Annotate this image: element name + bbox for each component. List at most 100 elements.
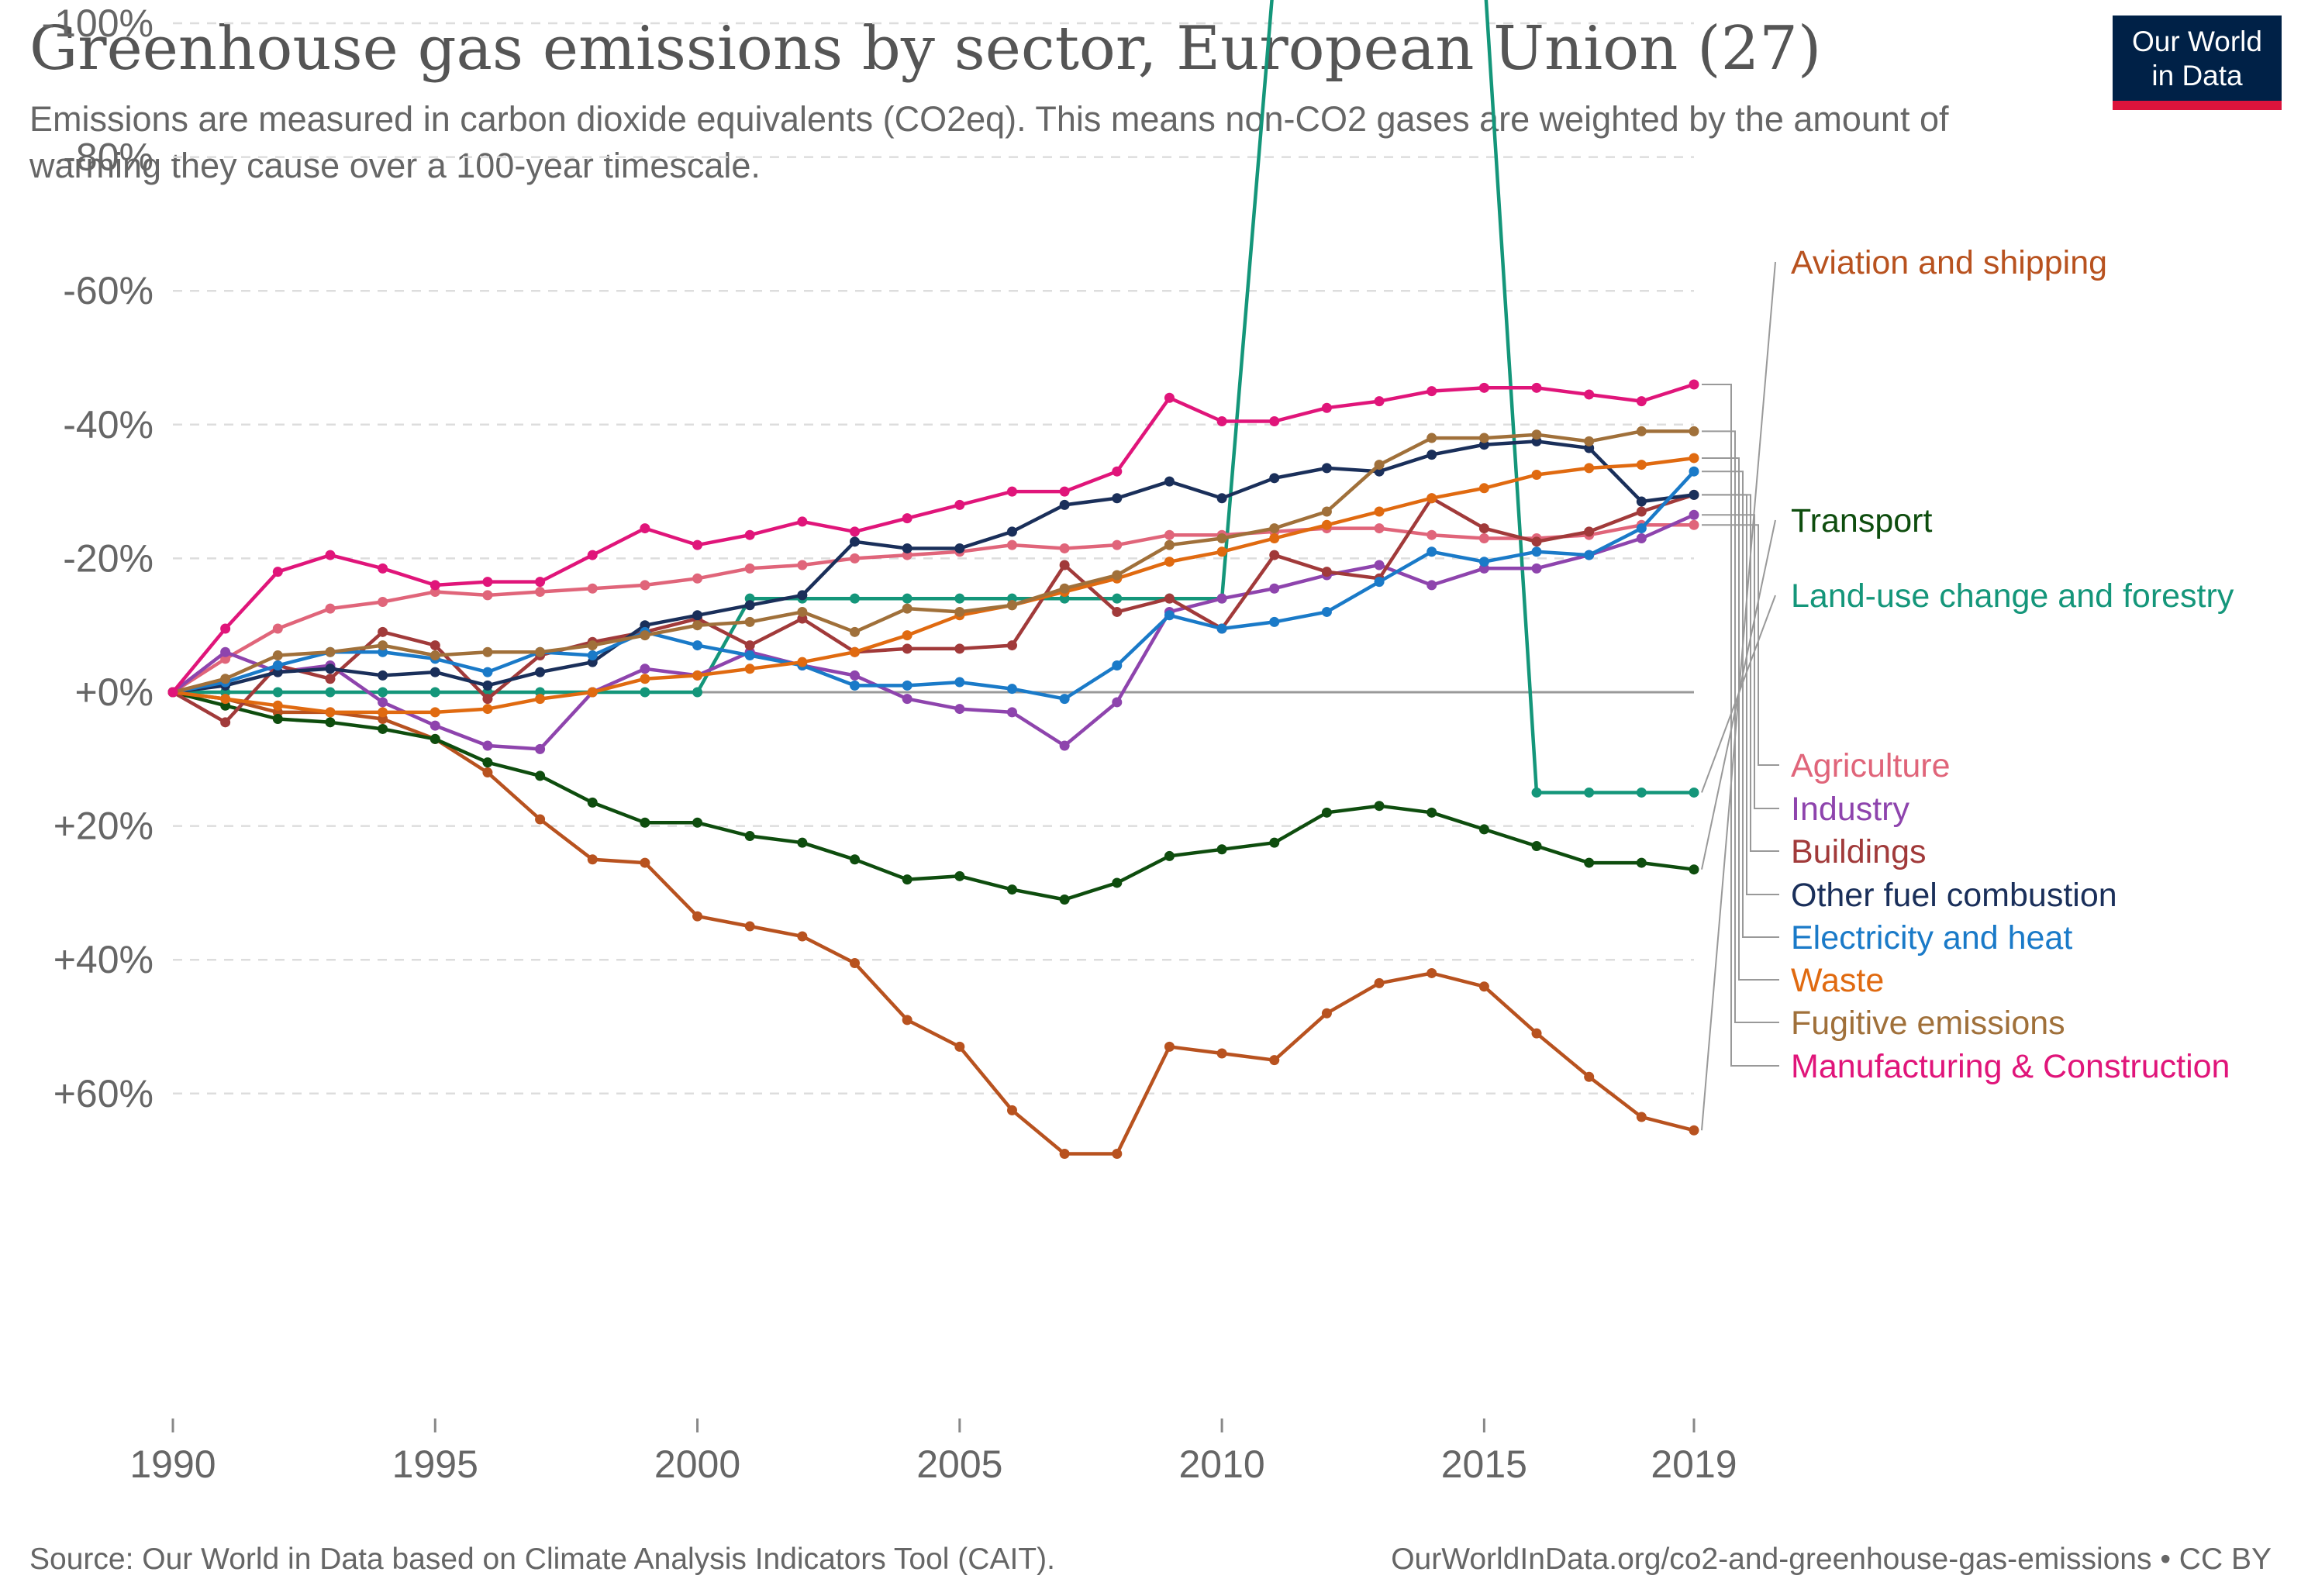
data-point[interactable] <box>1531 382 1542 393</box>
data-point[interactable] <box>1531 840 1542 851</box>
data-point[interactable] <box>1531 536 1542 547</box>
data-point[interactable] <box>482 694 493 705</box>
series-1[interactable] <box>167 687 1699 905</box>
data-point[interactable] <box>1112 877 1123 888</box>
series-label[interactable]: Buildings <box>1791 833 1927 870</box>
data-point[interactable] <box>692 573 703 584</box>
data-point[interactable] <box>1584 550 1595 560</box>
data-point[interactable] <box>692 610 703 621</box>
data-point[interactable] <box>1112 593 1123 604</box>
data-point[interactable] <box>1006 707 1017 718</box>
data-point[interactable] <box>429 650 440 661</box>
data-point[interactable] <box>1164 593 1175 604</box>
data-point[interactable] <box>1689 379 1699 390</box>
data-point[interactable] <box>1164 476 1175 487</box>
data-point[interactable] <box>1426 529 1437 540</box>
data-point[interactable] <box>378 640 388 651</box>
data-point[interactable] <box>1636 1112 1647 1122</box>
data-point[interactable] <box>1006 884 1017 895</box>
data-point[interactable] <box>1426 433 1437 443</box>
data-point[interactable] <box>482 704 493 715</box>
data-point[interactable] <box>378 707 388 718</box>
data-point[interactable] <box>902 694 912 705</box>
data-point[interactable] <box>1059 583 1070 594</box>
data-point[interactable] <box>1478 433 1489 443</box>
data-point[interactable] <box>1689 453 1699 464</box>
data-point[interactable] <box>535 587 546 598</box>
data-point[interactable] <box>429 733 440 744</box>
data-point[interactable] <box>954 704 965 715</box>
data-point[interactable] <box>1269 837 1280 848</box>
data-point[interactable] <box>1112 660 1123 670</box>
data-point[interactable] <box>429 667 440 677</box>
data-point[interactable] <box>325 687 336 698</box>
data-point[interactable] <box>429 707 440 718</box>
data-point[interactable] <box>1426 386 1437 397</box>
data-point[interactable] <box>587 650 598 661</box>
data-point[interactable] <box>954 643 965 654</box>
data-point[interactable] <box>954 499 965 510</box>
series-line[interactable] <box>172 470 1696 701</box>
data-point[interactable] <box>797 560 808 570</box>
data-point[interactable] <box>1164 610 1175 621</box>
data-point[interactable] <box>1374 577 1385 588</box>
data-point[interactable] <box>1426 546 1437 557</box>
data-point[interactable] <box>1531 1028 1542 1039</box>
data-point[interactable] <box>378 596 388 607</box>
series-line[interactable] <box>171 493 1695 725</box>
data-point[interactable] <box>850 670 861 681</box>
data-point[interactable] <box>744 563 755 574</box>
data-point[interactable] <box>429 720 440 731</box>
data-point[interactable] <box>692 817 703 828</box>
data-point[interactable] <box>1584 389 1595 400</box>
data-point[interactable] <box>1374 396 1385 407</box>
data-point[interactable] <box>1584 526 1595 537</box>
data-point[interactable] <box>797 606 808 617</box>
data-point[interactable] <box>1689 1125 1699 1136</box>
data-point[interactable] <box>1426 967 1437 978</box>
series-label[interactable]: Manufacturing & Construction <box>1791 1048 2230 1085</box>
series-9[interactable] <box>167 426 1699 698</box>
data-point[interactable] <box>1164 850 1175 861</box>
data-point[interactable] <box>535 577 546 588</box>
data-point[interactable] <box>744 616 755 627</box>
data-point[interactable] <box>797 931 808 942</box>
data-point[interactable] <box>482 767 493 778</box>
data-point[interactable] <box>482 646 493 657</box>
data-point[interactable] <box>1478 557 1489 567</box>
data-point[interactable] <box>1689 864 1699 875</box>
data-point[interactable] <box>902 1015 912 1026</box>
data-point[interactable] <box>1269 415 1280 426</box>
data-point[interactable] <box>1059 1148 1070 1159</box>
data-point[interactable] <box>850 646 861 657</box>
data-point[interactable] <box>1112 697 1123 708</box>
data-point[interactable] <box>1269 1055 1280 1066</box>
data-point[interactable] <box>1689 426 1699 436</box>
data-point[interactable] <box>1636 460 1647 471</box>
data-point[interactable] <box>744 921 755 932</box>
data-point[interactable] <box>902 603 912 614</box>
data-point[interactable] <box>1112 1148 1123 1159</box>
data-point[interactable] <box>220 674 231 684</box>
series-label[interactable]: Waste <box>1791 962 1884 999</box>
data-point[interactable] <box>272 660 283 670</box>
data-point[interactable] <box>1374 460 1385 471</box>
data-point[interactable] <box>1321 402 1332 413</box>
data-point[interactable] <box>220 717 231 728</box>
data-point[interactable] <box>1006 600 1017 611</box>
data-point[interactable] <box>1059 543 1070 553</box>
data-point[interactable] <box>850 536 861 547</box>
data-point[interactable] <box>1374 977 1385 988</box>
data-point[interactable] <box>378 626 388 637</box>
data-point[interactable] <box>535 646 546 657</box>
data-point[interactable] <box>429 580 440 591</box>
data-point[interactable] <box>535 770 546 781</box>
series-label[interactable]: Fugitive emissions <box>1791 1005 2065 1042</box>
series-line[interactable] <box>172 690 1695 1156</box>
data-point[interactable] <box>1689 519 1699 530</box>
data-point[interactable] <box>954 870 965 881</box>
series-label[interactable]: Agriculture <box>1791 747 1951 784</box>
data-point[interactable] <box>1269 473 1280 484</box>
data-point[interactable] <box>954 543 965 553</box>
data-point[interactable] <box>1636 857 1647 868</box>
